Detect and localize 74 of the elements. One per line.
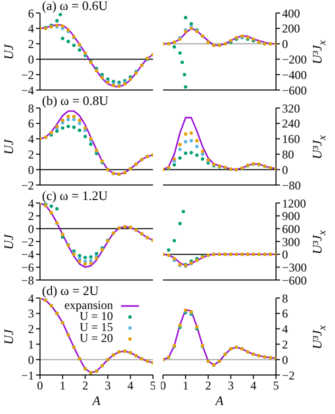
y-tick-label: 80 <box>282 147 294 162</box>
x-tick-label: 3 <box>104 378 111 393</box>
y-tick-label: 2 <box>28 322 34 336</box>
y-tick-label: 160 <box>282 132 300 146</box>
y-tick-label: 240 <box>282 116 300 131</box>
y-tick-label: 200 <box>282 22 300 36</box>
legend-label: expansion <box>64 298 113 312</box>
y-axis-title: UJ <box>1 138 17 156</box>
y-tick-label: 4 <box>282 322 288 336</box>
x-tick-label: 3 <box>228 378 234 393</box>
y-tick-label: −200 <box>282 52 307 66</box>
y-tick-label: 0 <box>28 162 34 177</box>
y-tick-label: 6 <box>28 6 34 20</box>
x-tick-label: 1 <box>60 378 66 393</box>
y-tick-label: 8 <box>28 101 34 116</box>
y-tick-label: −1 <box>21 368 34 382</box>
y-tick-label: −4 <box>21 83 34 98</box>
x-tick-label: 2 <box>205 378 212 393</box>
y-tick-label: 0 <box>282 248 288 262</box>
y-tick-label: 0 <box>282 37 288 52</box>
y-tick-label: 0 <box>282 162 288 177</box>
y-tick-label: −8 <box>21 273 34 288</box>
y-tick-label: −4 <box>21 248 34 262</box>
y-tick-label: 4 <box>28 291 34 306</box>
y-tick-label: 6 <box>28 116 34 131</box>
y-tick-label: 4 <box>28 196 34 210</box>
y-tick-label: −600 <box>282 83 307 98</box>
y-tick-label: 300 <box>282 234 300 249</box>
y-tick-label: 1 <box>28 337 34 352</box>
y-tick-label: 1200 <box>282 196 306 210</box>
y-tick-label: −2 <box>21 234 34 249</box>
chart-title: (b) ω = 0.8U <box>42 93 108 109</box>
y-tick-label: 600 <box>282 222 300 236</box>
y-tick-label: 2 <box>282 337 288 352</box>
y-tick-label: 0 <box>28 222 34 236</box>
y-tick-label: −600 <box>282 273 307 288</box>
y-tick-label: −80 <box>282 178 301 192</box>
legend-label: U = 20 <box>80 331 113 345</box>
x-tick-label: 4 <box>250 378 256 393</box>
y-tick-label: −2 <box>21 178 34 192</box>
y-axis-title: UJ <box>1 232 17 252</box>
y-tick-label: −2 <box>21 68 34 82</box>
y-tick-label: −6 <box>21 260 34 274</box>
x-tick-label: 0 <box>37 378 43 393</box>
y-tick-label: 6 <box>282 306 288 321</box>
x-tick-label: 1 <box>182 378 189 393</box>
y-tick-label: 400 <box>282 6 300 20</box>
legend-label: U = 10 <box>80 309 113 323</box>
y-tick-label: −300 <box>282 260 307 274</box>
y-tick-label: −2 <box>282 368 295 382</box>
legend-label: U = 15 <box>80 320 113 334</box>
x-axis-title: A <box>90 393 102 409</box>
y-tick-label: −400 <box>282 68 307 82</box>
y-tick-label: 0 <box>282 352 288 367</box>
y-tick-label: 8 <box>282 291 288 306</box>
x-tick-label: 5 <box>273 378 279 393</box>
x-tick-label: 4 <box>127 378 134 393</box>
chart-title: (a) ω = 0.6U <box>42 0 108 14</box>
x-tick-label: 2 <box>82 378 88 393</box>
y-tick-label: 2 <box>28 209 34 224</box>
chart-title: (d) ω = 2U <box>42 283 99 299</box>
y-tick-label: 4 <box>28 132 34 146</box>
y-tick-label: 2 <box>28 147 34 162</box>
y-tick-label: 0 <box>28 52 34 66</box>
y-tick-label: 2 <box>28 37 34 52</box>
y-tick-label: 900 <box>282 209 300 224</box>
y-axis-title: UJ <box>1 42 17 62</box>
y-axis-title: UJ <box>1 328 17 346</box>
y-tick-label: 320 <box>282 101 300 116</box>
y-tick-label: 4 <box>28 22 34 36</box>
chart-title: (c) ω = 1.2U <box>42 188 108 204</box>
y-tick-label: 0 <box>28 352 34 367</box>
y-tick-label: 3 <box>28 306 34 321</box>
x-axis-title: A <box>214 393 224 409</box>
